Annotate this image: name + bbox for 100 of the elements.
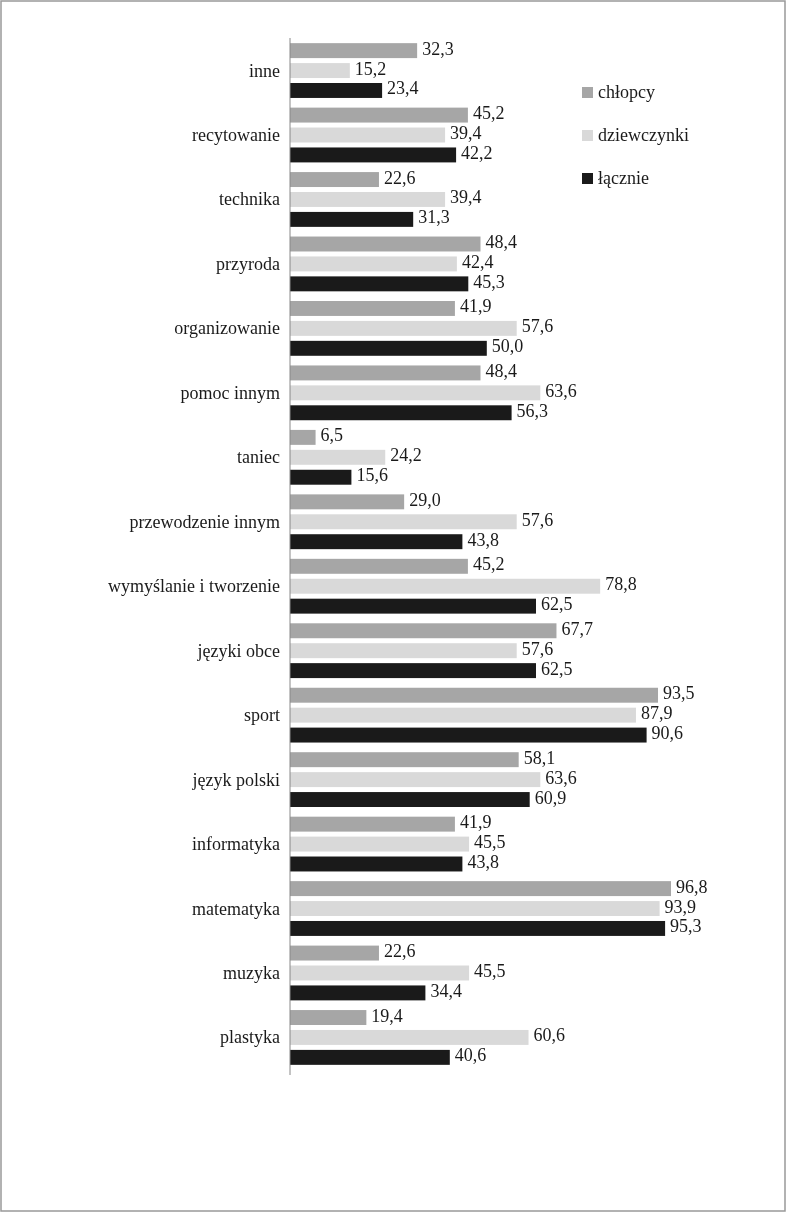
bar — [290, 276, 469, 292]
bar — [290, 107, 468, 123]
data-label: 48,4 — [485, 360, 517, 381]
y-tick-label: języki obce — [196, 640, 280, 661]
bar — [290, 663, 536, 679]
y-tick-label: język polski — [191, 769, 280, 790]
bar — [290, 558, 468, 574]
data-label: 39,4 — [450, 123, 482, 144]
bar — [290, 236, 481, 252]
data-label: 67,7 — [561, 618, 593, 639]
bar — [290, 727, 647, 743]
data-label: 22,6 — [383, 167, 416, 188]
data-label: 6,5 — [320, 425, 344, 446]
y-tick-label: plastyka — [220, 1027, 280, 1048]
data-label: 43,8 — [467, 851, 499, 872]
bar — [290, 429, 316, 445]
data-label: 58,1 — [523, 747, 556, 768]
bar — [290, 172, 379, 188]
bar — [290, 752, 519, 768]
data-label: 93,9 — [664, 896, 697, 917]
y-tick-label: przyroda — [216, 253, 281, 274]
bar — [290, 881, 671, 897]
y-tick-label: matematyka — [192, 898, 280, 919]
bar — [290, 405, 512, 421]
y-tick-label: przewodzenie innym — [129, 511, 280, 532]
bar — [290, 687, 659, 703]
y-tick-label: technika — [219, 189, 280, 210]
bar — [290, 965, 470, 981]
data-label: 78,8 — [605, 574, 637, 595]
data-label: 57,6 — [521, 316, 554, 337]
data-label: 41,9 — [459, 812, 492, 833]
data-label: 50,0 — [491, 336, 524, 357]
y-tick-label: muzyka — [223, 962, 281, 983]
data-label: 29,0 — [409, 489, 441, 510]
bar — [290, 192, 446, 207]
bar — [290, 856, 463, 872]
y-tick-label: wymyślanie i tworzenie — [108, 576, 281, 597]
data-label: 48,4 — [485, 232, 517, 253]
data-label: 45,5 — [474, 832, 506, 853]
data-label: 90,6 — [651, 723, 684, 744]
data-label: 32,3 — [422, 38, 454, 59]
bar — [290, 147, 457, 163]
data-label: 22,6 — [383, 941, 416, 962]
bar — [290, 340, 487, 356]
data-label: 62,5 — [541, 594, 573, 615]
data-label: 23,4 — [387, 78, 419, 99]
data-label: 60,6 — [533, 1025, 566, 1046]
data-label: 40,6 — [454, 1045, 487, 1066]
bar — [290, 985, 426, 1001]
bar — [290, 816, 455, 832]
bar — [290, 707, 636, 723]
bar — [290, 1010, 367, 1025]
data-label: 39,4 — [450, 187, 482, 208]
bar — [290, 623, 557, 639]
bar — [290, 901, 660, 916]
bar — [290, 643, 517, 659]
bar — [290, 385, 541, 401]
y-tick-label: organizowanie — [174, 318, 280, 339]
data-label: 62,5 — [541, 658, 573, 679]
data-label: 15,6 — [356, 465, 388, 486]
data-label: 96,8 — [676, 876, 708, 897]
y-tick-label: sport — [244, 705, 280, 726]
bar — [290, 320, 517, 336]
data-label: 60,9 — [534, 787, 567, 808]
data-label: 45,2 — [472, 103, 505, 124]
bar — [290, 772, 541, 788]
bar — [290, 83, 383, 98]
data-label: 19,4 — [371, 1005, 403, 1026]
bar — [290, 301, 455, 316]
data-label: 42,2 — [461, 142, 493, 163]
bar — [290, 836, 470, 852]
data-label: 42,4 — [461, 251, 494, 272]
bar — [290, 1029, 529, 1045]
data-label: 43,8 — [467, 529, 499, 550]
bar — [290, 945, 379, 961]
data-label: 56,3 — [516, 400, 549, 421]
data-label: 95,3 — [670, 916, 702, 937]
y-tick-label: informatyka — [192, 834, 280, 855]
bar — [290, 256, 457, 272]
y-tick-label: taniec — [237, 447, 280, 468]
data-label: 45,2 — [472, 554, 505, 575]
bar — [290, 534, 463, 550]
bar — [290, 63, 350, 79]
y-tick-label: inne — [249, 60, 280, 81]
legend-label: dziewczynki — [598, 125, 689, 145]
bar — [290, 514, 517, 530]
data-label: 63,6 — [545, 380, 577, 401]
data-label: 24,2 — [390, 445, 422, 466]
data-label: 57,6 — [521, 638, 554, 659]
bar — [290, 449, 386, 465]
data-label: 31,3 — [418, 207, 450, 228]
bar — [290, 792, 530, 807]
bar — [290, 598, 536, 614]
data-label: 63,6 — [545, 767, 577, 788]
data-label: 93,5 — [663, 683, 695, 704]
bar — [290, 494, 405, 510]
bar — [290, 365, 481, 381]
bar — [290, 920, 666, 936]
data-label: 45,3 — [473, 271, 505, 292]
bar — [290, 43, 418, 59]
